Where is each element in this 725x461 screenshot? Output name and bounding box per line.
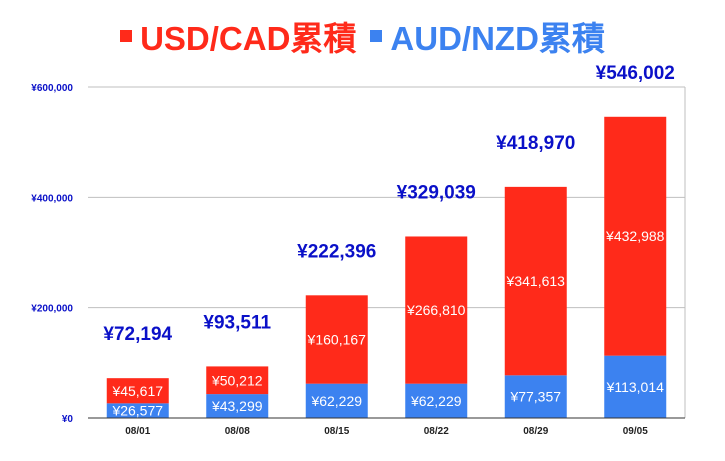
y-tick-label: ¥0 (62, 414, 74, 425)
segment-label-audnzd: ¥62,229 (310, 393, 362, 409)
bars (106, 116, 667, 418)
segment-label-usdcad: ¥266,810 (406, 302, 466, 318)
total-label: ¥546,002 (596, 63, 675, 84)
segment-label-audnzd: ¥77,357 (509, 389, 561, 405)
bar-audnzd (206, 394, 269, 418)
legend-item-usdcad: USD/CAD累積 (120, 12, 356, 60)
y-tick-label: ¥400,000 (31, 193, 73, 204)
x-tick-label: 08/01 (125, 426, 150, 437)
bar-usdcad (305, 295, 368, 384)
gridlines (88, 86, 686, 418)
total-labels: ¥72,194 ¥93,511 ¥222,396 ¥329,039 ¥418,970 ¥5… (103, 63, 674, 345)
bar-usdcad (106, 378, 169, 404)
legend-label-audnzd: AUD/NZD累積 (390, 20, 605, 57)
legend-item-audnzd: AUD/NZD累積 (370, 12, 605, 60)
legend-label-usdcad: USD/CAD累積 (140, 20, 357, 57)
total-label: ¥329,039 (397, 182, 476, 203)
x-axis: 08/01 08/08 08/15 08/22 08/29 09/05 (88, 417, 685, 437)
bar-audnzd (106, 403, 169, 418)
x-tick-label: 08/22 (424, 426, 449, 437)
total-label: ¥418,970 (496, 133, 575, 154)
x-tick-label: 08/15 (324, 426, 349, 437)
segment-label-usdcad: ¥45,617 (111, 383, 163, 399)
segment-label-usdcad: ¥341,613 (506, 273, 566, 289)
y-tick-label: ¥600,000 (31, 83, 73, 94)
bar-usdcad (504, 186, 567, 376)
segment-label-audnzd: ¥43,299 (211, 398, 263, 414)
legend-swatch-usdcad (120, 30, 133, 42)
total-label: ¥93,511 (203, 312, 271, 333)
bar-audnzd (504, 375, 567, 418)
x-tick-label: 09/05 (623, 426, 648, 437)
legend-swatch-audnzd (370, 30, 383, 42)
segment-label-audnzd: ¥113,014 (606, 379, 665, 395)
segment-label-usdcad: ¥432,988 (605, 228, 665, 244)
segment-label-audnzd: ¥26,577 (111, 403, 163, 419)
segment-labels: ¥26,577 ¥45,617 ¥43,299 ¥50,212 ¥62,229 ¥160,… (111, 228, 664, 418)
bar-usdcad (206, 366, 269, 395)
segment-label-usdcad: ¥50,212 (211, 372, 263, 388)
x-tick-label: 08/08 (225, 426, 250, 437)
x-tick-label: 08/29 (523, 426, 548, 437)
bar-usdcad (604, 116, 667, 356)
bar-usdcad (405, 236, 468, 384)
segment-label-audnzd: ¥62,229 (410, 393, 462, 409)
bar-audnzd (405, 383, 468, 418)
total-label: ¥222,396 (297, 241, 376, 262)
bar-audnzd (604, 355, 667, 418)
total-label: ¥72,194 (103, 324, 172, 345)
segment-label-usdcad: ¥160,167 (307, 331, 367, 347)
y-axis: ¥0 ¥200,000 ¥400,000 ¥600,000 (31, 83, 73, 425)
bar-audnzd (305, 383, 368, 418)
y-tick-label: ¥200,000 (31, 304, 73, 315)
legend: USD/CAD累積 AUD/NZD累積 (0, 14, 725, 58)
